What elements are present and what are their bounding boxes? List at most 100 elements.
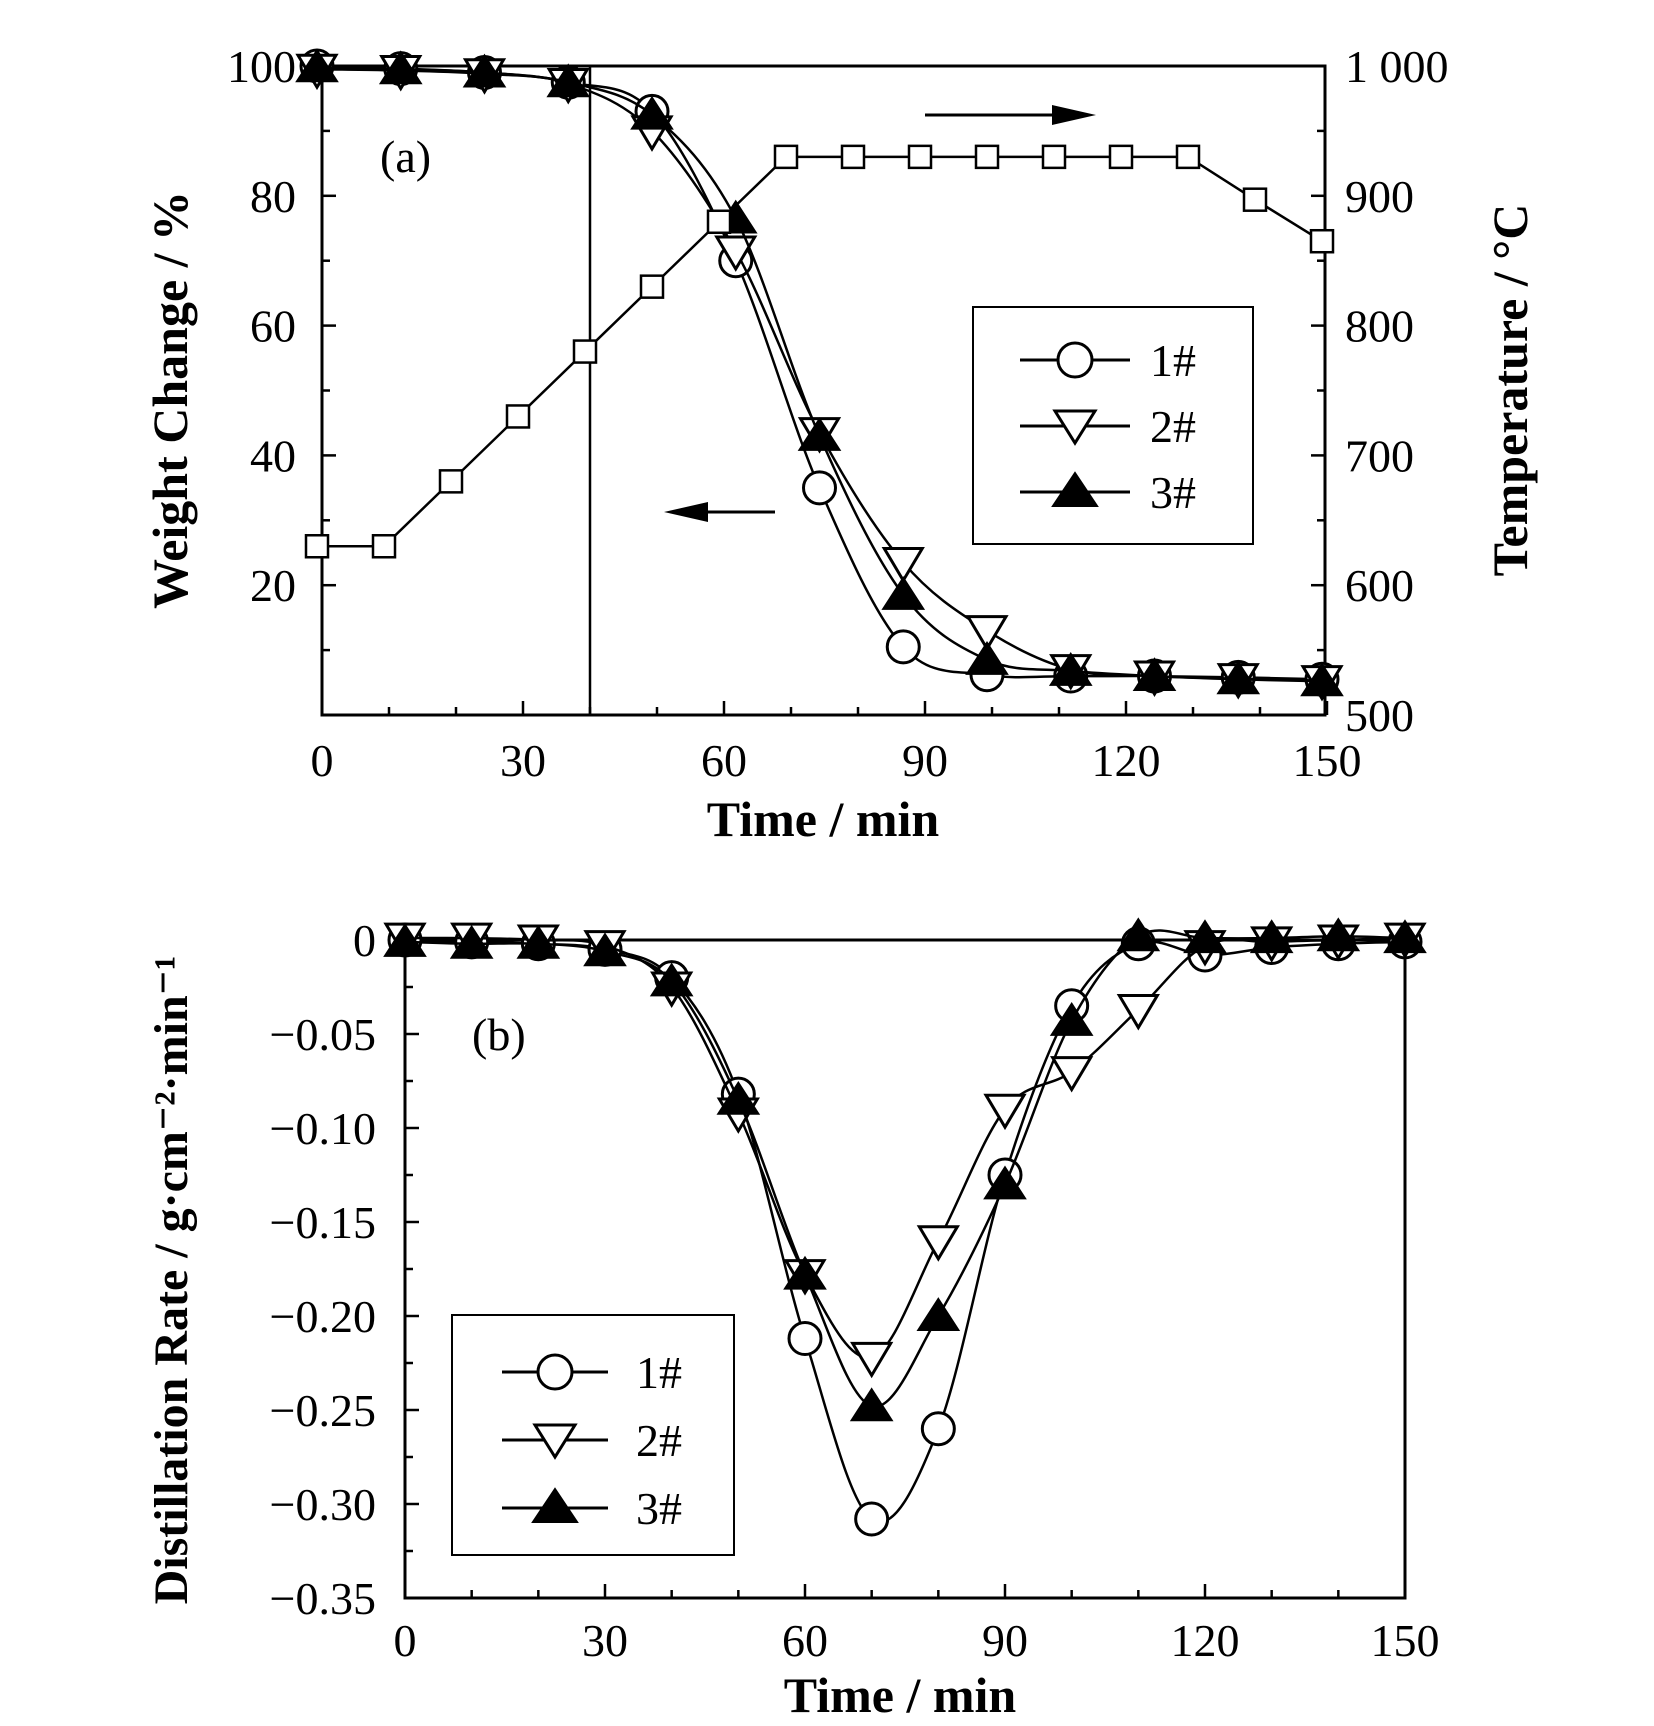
triangle-down-marker xyxy=(881,546,925,584)
y-tick-label: 100 xyxy=(227,41,296,92)
triangle-down-marker xyxy=(850,1341,894,1379)
triangle-down-marker xyxy=(916,1225,960,1262)
panel-b: 0 30 60 90 120 150 0 −0.05 −0.10 −0.15 −0.20 −0.25 −… xyxy=(145,915,1440,1723)
square-marker xyxy=(505,404,531,429)
triangle-up-filled-marker xyxy=(1048,652,1093,686)
x-tick-label: 60 xyxy=(701,735,747,786)
triangle-up-filled-marker xyxy=(1183,919,1227,954)
panel-b-x-axis-title: Time / min xyxy=(784,1667,1017,1723)
legend-a-label-3: 3# xyxy=(1150,467,1196,518)
legend-b-entry-2: 2# xyxy=(502,1415,682,1466)
legend-triangle-down-marker xyxy=(1052,409,1098,446)
y-tick-label: −0.35 xyxy=(270,1573,376,1624)
square-marker xyxy=(1041,144,1067,170)
legend-a-entry-2: 2# xyxy=(1020,401,1196,452)
triangle-down-marker xyxy=(714,235,758,272)
panel-a-y-axis-title: Weight Change / % xyxy=(142,191,198,609)
series-temperature xyxy=(304,144,1335,559)
y-tick-label: −0.15 xyxy=(270,1197,376,1248)
triangle-up-filled-marker xyxy=(1300,662,1344,697)
triangle-up-filled-marker xyxy=(546,63,591,98)
legend-b-label-1: 1# xyxy=(636,1347,682,1398)
triangle-up-filled-marker xyxy=(797,417,842,451)
triangle-up-filled-marker xyxy=(916,1297,961,1331)
panel-b-y-axis-title: Distillation Rate / g·cm⁻²·min⁻¹ xyxy=(145,956,198,1605)
square-marker xyxy=(1242,187,1268,212)
triangle-down-marker xyxy=(965,615,1009,652)
triangle-up-filled-marker xyxy=(649,962,694,997)
legend-triangle-up-marker xyxy=(531,1487,579,1523)
y-tick-label: −0.10 xyxy=(270,1103,376,1154)
legend-b-box xyxy=(451,1314,735,1556)
triangle-up-filled-marker xyxy=(1316,917,1361,952)
x-tick-label: 150 xyxy=(1371,1615,1440,1666)
triangle-up-filled-marker xyxy=(983,1165,1027,1200)
legend-triangle-up-marker xyxy=(1051,471,1099,507)
panel-a-label: (a) xyxy=(380,131,431,182)
y-tick-label: −0.25 xyxy=(270,1385,376,1436)
triangle-up-filled-marker xyxy=(583,932,627,967)
x-tick-label: 120 xyxy=(1092,735,1161,786)
square-marker xyxy=(371,534,397,559)
triangle-up-filled-marker xyxy=(1249,919,1294,954)
legend-a-entry-1: 1# xyxy=(1020,335,1196,386)
panel-a: 0 30 60 90 120 150 20 40 60 80 100 500 600 700 800 900 1… xyxy=(142,41,1538,847)
square-marker xyxy=(438,469,464,494)
arrow-left-icon xyxy=(664,502,775,522)
x-tick-label: 30 xyxy=(500,735,546,786)
y2-tick-label: 900 xyxy=(1345,171,1414,222)
panel-a-y2-axis-title: Temperature / °C xyxy=(1482,204,1538,577)
x-tick-label: 150 xyxy=(1293,735,1362,786)
y-tick-label: 60 xyxy=(250,301,296,352)
circle-marker xyxy=(885,629,921,665)
series-3 xyxy=(383,917,1427,1422)
x-tick-label: 0 xyxy=(394,1615,417,1666)
y2-tick-label: 800 xyxy=(1345,301,1414,352)
legend-a-label-1: 1# xyxy=(1150,335,1196,386)
legend-a-entry-3: 3# xyxy=(1020,467,1196,518)
x-tick-label: 120 xyxy=(1171,1615,1240,1666)
triangle-up-filled-marker xyxy=(383,923,427,957)
legend-a: 1# 2# 3# xyxy=(972,306,1254,545)
x-tick-label: 90 xyxy=(902,735,948,786)
y2-tick-label: 700 xyxy=(1345,430,1414,481)
triangle-up-filled-marker xyxy=(295,48,339,83)
triangle-up-filled-marker xyxy=(716,1080,761,1115)
triangle-up-filled-marker xyxy=(516,924,561,959)
y-tick-label: 40 xyxy=(250,430,296,481)
square-marker xyxy=(907,144,933,170)
triangle-down-marker xyxy=(983,1093,1027,1131)
circle-marker xyxy=(802,470,837,506)
y2-tick-label: 600 xyxy=(1345,560,1414,611)
legend-circle-marker xyxy=(1056,341,1094,379)
triangle-up-filled-marker xyxy=(1132,657,1177,692)
legend-a-label-2: 2# xyxy=(1150,401,1196,452)
legend-b-label-2: 2# xyxy=(636,1415,682,1466)
triangle-up-filled-marker xyxy=(1049,1001,1094,1036)
triangle-down-marker xyxy=(1050,1056,1094,1093)
y2-tick-label: 1 000 xyxy=(1345,41,1449,92)
legend-b-entry-3: 3# xyxy=(502,1483,682,1534)
x-tick-label: 30 xyxy=(582,1615,628,1666)
triangle-up-filled-marker xyxy=(849,1387,894,1422)
square-marker xyxy=(974,144,1000,170)
triangle-up-filled-marker xyxy=(783,1255,827,1290)
square-marker xyxy=(840,144,866,170)
triangle-up-filled-marker xyxy=(630,95,674,130)
square-marker xyxy=(1309,228,1335,254)
square-marker xyxy=(639,274,665,299)
legend-triangle-down-marker xyxy=(532,1423,578,1460)
y-tick-label: −0.30 xyxy=(270,1479,376,1530)
square-marker xyxy=(706,209,732,235)
triangle-up-filled-marker xyxy=(965,640,1009,675)
legend-b-entry-1: 1# xyxy=(502,1347,682,1398)
triangle-up-filled-marker xyxy=(1116,917,1161,952)
circle-marker xyxy=(787,1321,823,1357)
y2-tick-label: 500 xyxy=(1345,690,1414,741)
x-tick-label: 90 xyxy=(982,1615,1028,1666)
triangle-up-filled-marker xyxy=(449,924,494,959)
triangle-up-filled-marker xyxy=(1383,919,1427,954)
triangle-up-filled-marker xyxy=(378,50,423,85)
x-tick-label: 0 xyxy=(311,735,334,786)
